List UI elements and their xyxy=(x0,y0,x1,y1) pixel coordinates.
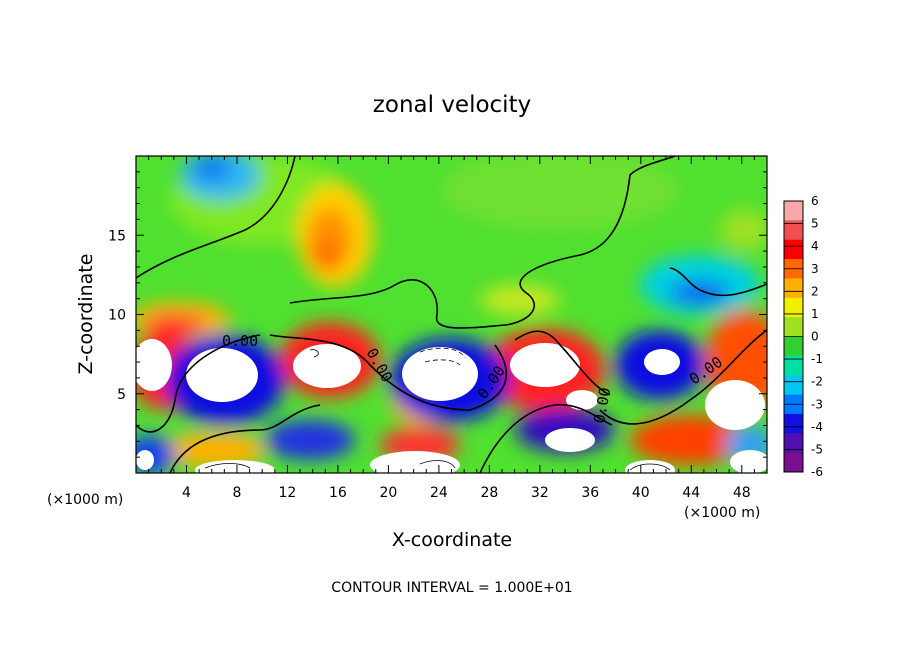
y-tick-label: 15 xyxy=(108,228,126,244)
contour-interval-note: CONTOUR INTERVAL = 1.000E+01 xyxy=(331,580,572,596)
colorbar-tick-label: -2 xyxy=(811,375,823,389)
y-axis: 5 10 15 xyxy=(108,171,767,458)
x-tick-label: 28 xyxy=(480,485,498,501)
x-unit-left: (×1000 m) xyxy=(47,492,123,508)
x-tick-label: 8 xyxy=(232,485,241,501)
colorbar-swatch xyxy=(784,452,803,473)
colorbar-tick-label: 4 xyxy=(811,239,819,253)
colorbar-tick-label: -6 xyxy=(811,465,823,479)
colorbar-swatch xyxy=(784,336,803,357)
contour-label: 0.00 xyxy=(222,332,258,350)
chart-title: zonal velocity xyxy=(373,92,531,118)
colorbar-swatch xyxy=(784,433,803,454)
colorbar-swatch xyxy=(784,375,803,396)
colorbar-swatch xyxy=(784,220,803,241)
colorbar-swatch xyxy=(784,297,803,318)
y-axis-label: Z-coordinate xyxy=(75,254,97,375)
x-tick-label: 16 xyxy=(329,485,347,501)
colorbar-swatch xyxy=(784,355,803,376)
colorbar-swatch xyxy=(784,278,803,299)
colorbar-tick-label: -3 xyxy=(811,397,823,411)
colorbar-tick-label: -1 xyxy=(811,352,823,366)
thin-contours xyxy=(204,347,671,471)
x-axis: 4 8 12 16 20 24 28 32 36 40 44 48 xyxy=(148,156,755,501)
y-tick-label: 5 xyxy=(117,387,126,403)
x-tick-label: 4 xyxy=(182,485,191,501)
colorbar-tick-label: -5 xyxy=(811,442,823,456)
zero-contours xyxy=(136,156,767,473)
x-unit-right: (×1000 m) xyxy=(684,505,760,521)
y-tick-label: 10 xyxy=(108,308,126,324)
colorbar-tick-label: 5 xyxy=(811,217,819,231)
colorbar-tick-label: 6 xyxy=(811,194,819,208)
colorbar-tick-label: -4 xyxy=(811,420,823,434)
x-tick-label: 48 xyxy=(733,485,751,501)
x-tick-label: 44 xyxy=(682,485,700,501)
x-axis-label: X-coordinate xyxy=(392,529,512,551)
colorbar-tick-label: 3 xyxy=(811,262,819,276)
colorbar-tick-label: 2 xyxy=(811,284,819,298)
colorbar-swatch xyxy=(784,239,803,260)
x-tick-label: 36 xyxy=(581,485,599,501)
contour-label: 0.00 xyxy=(590,386,614,425)
x-tick-label: 12 xyxy=(279,485,297,501)
colorbar-swatch xyxy=(784,413,803,434)
x-tick-label: 32 xyxy=(531,485,549,501)
colorbar-tick-label: 1 xyxy=(811,307,819,321)
x-tick-label: 20 xyxy=(379,485,397,501)
colorbar-swatch xyxy=(784,317,803,337)
x-tick-label: 40 xyxy=(632,485,650,501)
x-tick-label: 24 xyxy=(430,485,448,501)
colorbar-tick-label: 0 xyxy=(811,330,819,344)
velocity-field xyxy=(136,156,767,473)
colorbar: 6 5 4 3 2 1 0 -1 -2 -3 -4 -5 -6 xyxy=(783,194,823,479)
plot-area xyxy=(136,156,767,473)
colorbar-swatch xyxy=(784,201,803,221)
saturated-regions xyxy=(136,339,767,473)
